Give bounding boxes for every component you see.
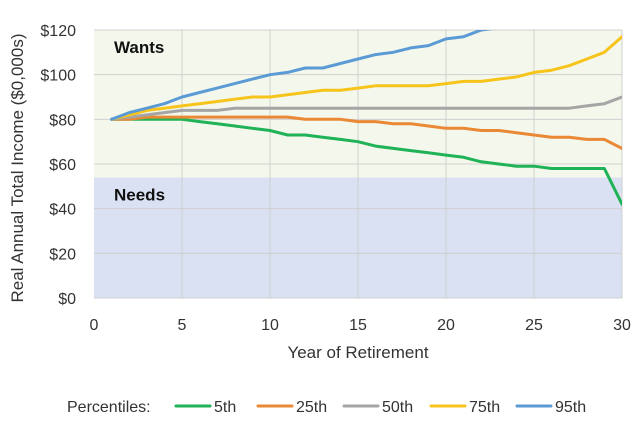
x-axis-title: Year of Retirement [287, 343, 428, 362]
x-tick-label: 30 [613, 317, 631, 334]
series-lines [110, 30, 622, 206]
legend-title: Percentiles: [67, 399, 151, 416]
y-tick-label: $120 [40, 23, 76, 40]
y-tick-label: $60 [49, 157, 76, 174]
series-line-5th [110, 117, 622, 206]
legend: Percentiles: 5th 25th 50th 75th 95th [67, 399, 586, 416]
x-tick-label: 5 [178, 317, 187, 334]
x-tick-label: 10 [261, 317, 279, 334]
y-axis-title: Real Annual Total Income ($0,000s) [8, 33, 27, 302]
x-tick-label: 20 [437, 317, 455, 334]
x-axis-ticks: 0 5 10 15 20 25 30 [90, 317, 631, 334]
region-label-needs: Needs [114, 185, 165, 204]
x-tick-label: 0 [90, 317, 99, 334]
region-label-wants: Wants [114, 38, 164, 57]
y-tick-label: $0 [58, 291, 76, 308]
legend-label-95th: 95th [555, 399, 586, 416]
legend-label-50th: 50th [382, 399, 413, 416]
y-tick-label: $20 [49, 246, 76, 263]
series-line-50th [110, 95, 622, 121]
y-axis-ticks: $0 $20 $40 $60 $80 $100 $120 [40, 23, 76, 308]
y-tick-label: $80 [49, 112, 76, 129]
legend-label-5th: 5th [214, 399, 236, 416]
legend-label-25th: 25th [296, 399, 327, 416]
series-line-25th [110, 115, 622, 150]
series-line-95th [110, 30, 494, 121]
y-tick-label: $100 [40, 68, 76, 85]
series-line-75th [110, 35, 622, 121]
legend-label-75th: 75th [469, 399, 500, 416]
x-tick-label: 25 [525, 317, 543, 334]
y-tick-label: $40 [49, 202, 76, 219]
region-labels: Needs Wants [114, 38, 165, 204]
x-tick-label: 15 [349, 317, 367, 334]
